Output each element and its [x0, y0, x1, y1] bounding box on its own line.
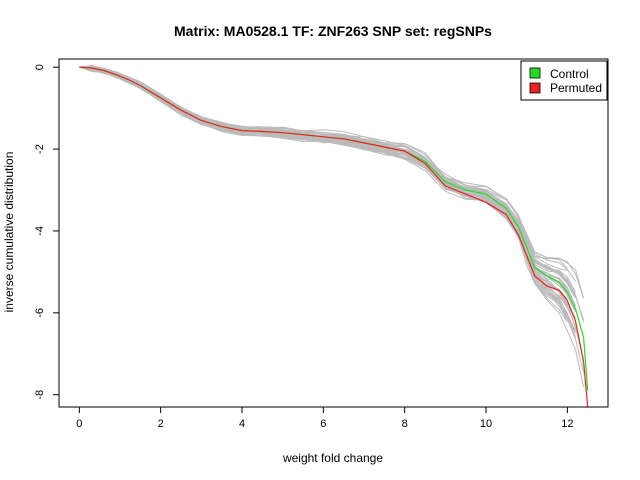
legend-box: [520, 60, 608, 101]
background-series-line: [79, 65, 576, 293]
x-tick-label: 0: [76, 418, 82, 430]
series-line-control: [79, 66, 589, 391]
background-series-line: [79, 66, 576, 309]
background-series-line: [79, 66, 568, 301]
background-series-line: [79, 66, 576, 307]
background-series-line: [79, 66, 576, 319]
background-series-line: [79, 66, 568, 271]
background-series-line: [79, 66, 585, 388]
background-series-line: [79, 66, 568, 300]
legend: Control Permuted: [520, 60, 608, 101]
background-series-line: [79, 66, 576, 299]
background-series-line: [79, 65, 568, 284]
background-series-line: [79, 66, 576, 318]
x-tick-label: 2: [158, 418, 164, 430]
background-series-line: [79, 66, 576, 299]
background-series-line: [79, 64, 568, 269]
background-series-line: [79, 66, 576, 282]
y-tick-label: 0: [34, 64, 46, 70]
x-tick-label: 4: [239, 418, 245, 430]
y-tick-label: -8: [34, 390, 46, 400]
background-series-line: [79, 66, 585, 323]
background-series-line: [79, 66, 568, 320]
x-tick-label: 6: [320, 418, 326, 430]
y-tick-label: -4: [34, 226, 46, 236]
background-series-line: [79, 65, 585, 299]
y-tick-label: -6: [34, 308, 46, 318]
background-series-line: [79, 66, 576, 331]
x-tick-label: 12: [561, 418, 573, 430]
y-axis-label: inverse cumulative distribution: [2, 152, 16, 313]
series-line-permuted: [79, 66, 589, 408]
background-series-line: [79, 66, 576, 310]
legend-label-permuted: Permuted: [550, 81, 602, 95]
background-series-line: [79, 66, 576, 299]
background-series-line: [79, 66, 576, 310]
x-axis-label: weight fold change: [282, 451, 383, 465]
x-tick-label: 8: [402, 418, 408, 430]
legend-label-control: Control: [550, 67, 589, 81]
background-series-line: [79, 65, 568, 283]
plot-frame: [58, 58, 609, 408]
background-series-line: [79, 66, 568, 308]
background-series-line: [79, 65, 585, 299]
background-series-line: [79, 66, 576, 306]
legend-swatch-control: [529, 67, 541, 79]
chart-title: Matrix: MA0528.1 TF: ZNF263 SNP set: reg…: [174, 23, 492, 39]
background-series-line: [79, 66, 568, 304]
background-series-line: [79, 66, 576, 311]
background-series-line: [79, 66, 576, 313]
x-tick-label: 10: [480, 418, 492, 430]
legend-swatch-permuted: [529, 82, 541, 94]
plot-area: [79, 64, 589, 408]
y-tick-label: -2: [34, 144, 46, 154]
background-series-line: [79, 66, 585, 320]
